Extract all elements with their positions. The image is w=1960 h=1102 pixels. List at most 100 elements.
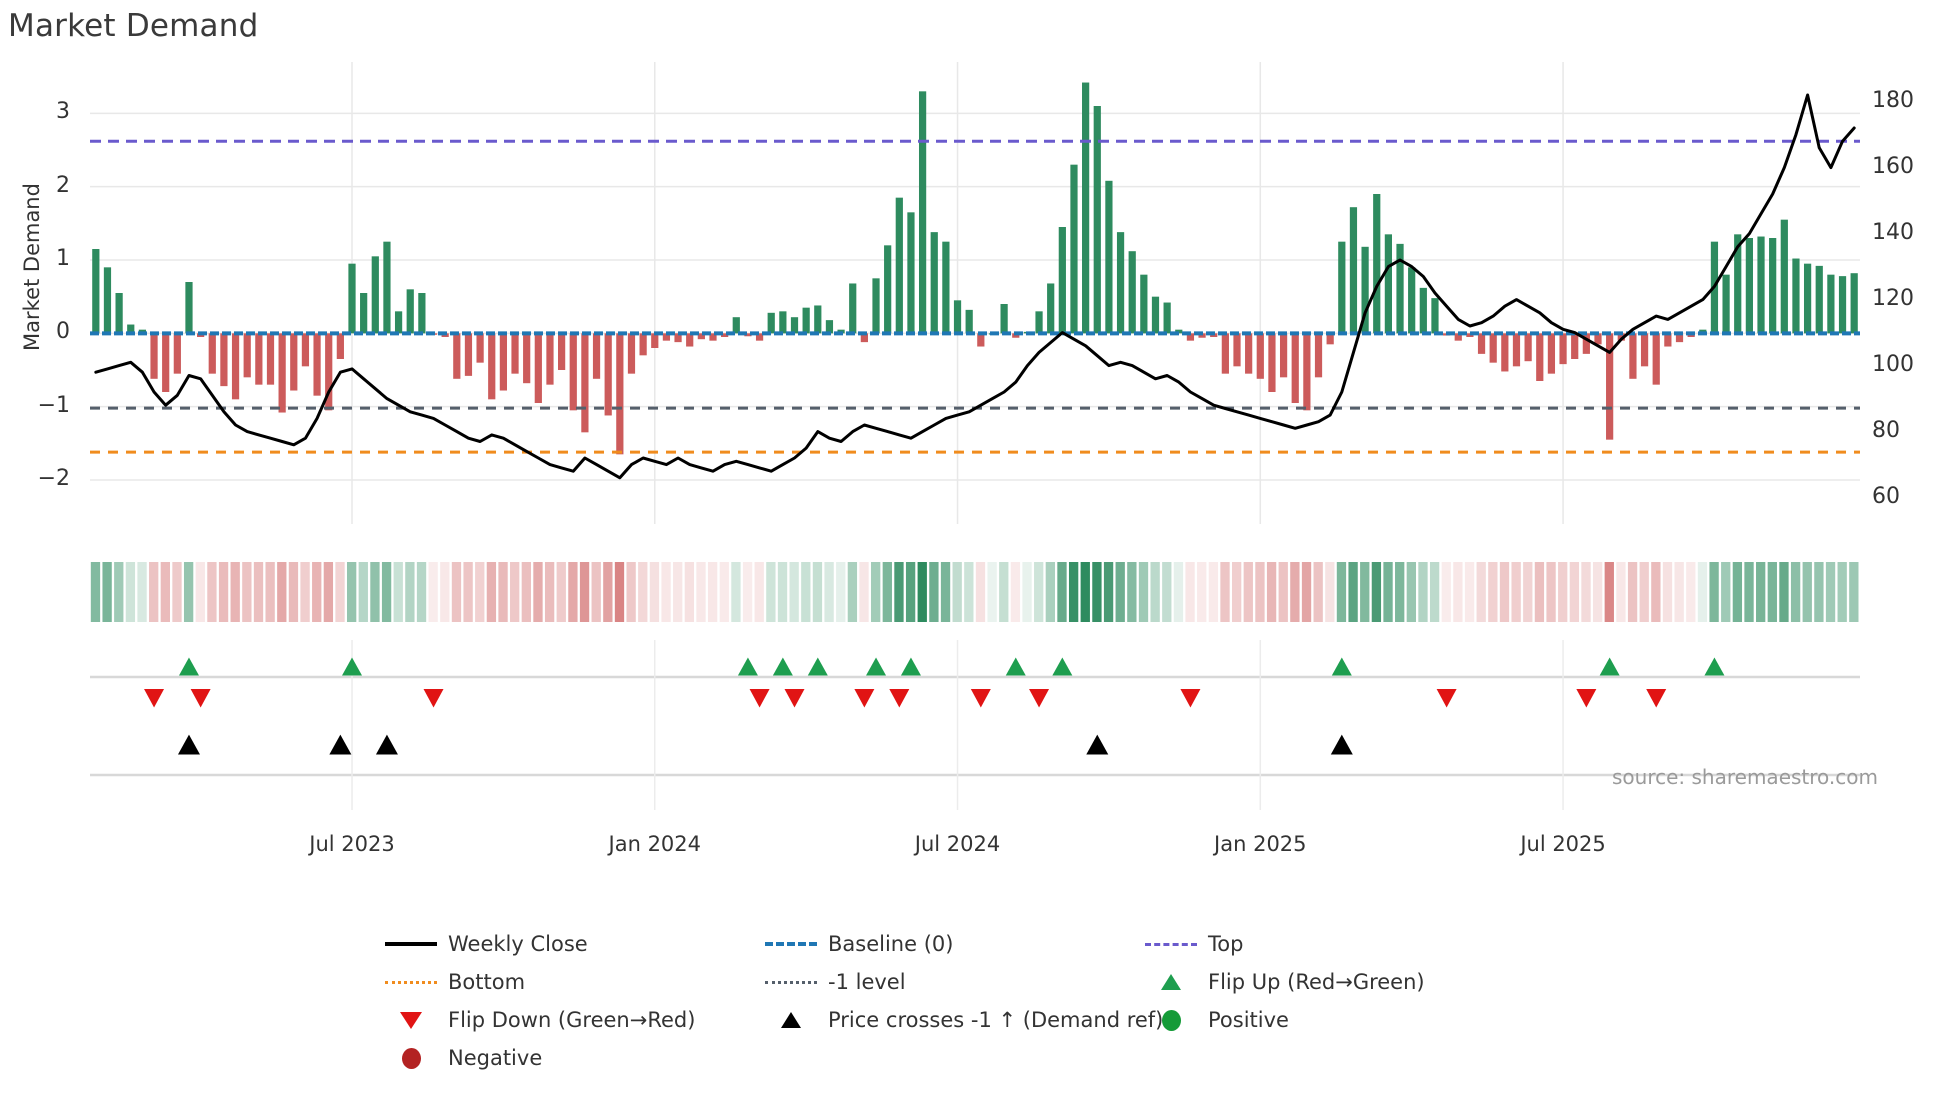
demand-bar <box>394 311 403 334</box>
legend-item[interactable]: Bottom <box>380 970 525 994</box>
strip-cell <box>591 562 601 622</box>
legend-item[interactable]: Baseline (0) <box>760 932 953 956</box>
demand-bar <box>1035 311 1043 334</box>
positive-dot-icon-wrap <box>1140 1009 1202 1031</box>
strip-cell <box>428 562 438 622</box>
legend-item[interactable]: Weekly Close <box>380 932 588 956</box>
strip-cell <box>847 562 858 622</box>
demand-bar <box>1268 333 1276 392</box>
strip-cell <box>1476 562 1486 622</box>
demand-bar <box>790 317 799 334</box>
strip-cell <box>1173 562 1184 622</box>
strip-cell <box>917 562 927 622</box>
strip-cell <box>265 562 275 622</box>
demand-bar <box>1571 333 1579 359</box>
strip-cell <box>801 562 811 622</box>
strip-cell <box>521 562 531 622</box>
demand-bar <box>662 333 671 341</box>
strip-cell <box>1208 562 1219 622</box>
legend-row: Negative <box>380 1039 1580 1077</box>
strip-cell <box>1010 562 1021 622</box>
demand-bar <box>942 241 950 334</box>
flip-up-marker <box>900 657 921 676</box>
negative-dot-icon <box>401 1047 421 1069</box>
strip-cell <box>1395 562 1405 622</box>
strip-cell <box>661 562 671 622</box>
strip-cell <box>416 562 427 622</box>
demand-bar <box>1815 265 1823 334</box>
flip-up-marker <box>866 657 887 676</box>
flip-up-marker <box>1052 657 1073 676</box>
flip-down-icon <box>400 1011 422 1029</box>
strip-cell <box>1057 562 1067 622</box>
legend-item[interactable]: -1 level <box>760 970 906 994</box>
demand-bar <box>1396 243 1404 334</box>
legend-item[interactable]: Top <box>1140 932 1243 956</box>
strip-cell <box>766 562 776 622</box>
demand-bar <box>977 333 985 347</box>
legend-item[interactable]: Positive <box>1140 1008 1289 1032</box>
legend-item-label: Weekly Close <box>448 932 588 956</box>
demand-bar <box>488 333 496 400</box>
strip-cell <box>1651 562 1661 622</box>
main-plot <box>90 62 1860 524</box>
strip-cell <box>626 562 636 622</box>
demand-bar <box>1291 333 1299 403</box>
demand-bar <box>1419 287 1427 334</box>
strip-cell <box>812 562 823 622</box>
demand-bar <box>1349 207 1358 334</box>
demand-bar <box>325 333 333 411</box>
demand-bar <box>1769 238 1777 334</box>
legend-row: Bottom -1 level Flip Up (Red→Green) <box>380 963 1580 1001</box>
strip-cell <box>90 562 101 622</box>
strip-cell <box>836 562 846 622</box>
strip-cell <box>824 562 834 622</box>
demand-bar <box>1128 251 1136 334</box>
demand-bar <box>616 333 624 455</box>
strip-cell <box>696 562 706 622</box>
legend-item[interactable]: Flip Down (Green→Red) <box>380 1008 695 1032</box>
demand-bar <box>592 333 601 379</box>
strip-cell <box>393 562 403 622</box>
legend-item[interactable]: Flip Up (Red→Green) <box>1140 970 1425 994</box>
legend-item[interactable]: Price crosses -1 ↑ (Demand ref) <box>760 1008 1163 1032</box>
demand-bar <box>930 232 938 334</box>
flip-down-marker <box>889 689 910 708</box>
demand-bar <box>1373 194 1381 334</box>
demand-bar <box>1606 333 1614 440</box>
legend-item-label: Price crosses -1 ↑ (Demand ref) <box>828 1008 1164 1032</box>
strip-cell <box>964 562 974 622</box>
strip-cell <box>1837 562 1847 622</box>
demand-intensity-strip <box>90 562 1859 622</box>
source-attribution: source: sharemaestro.com <box>1612 765 1878 789</box>
demand-bar <box>802 307 810 334</box>
demand-bar <box>1477 333 1486 354</box>
strip-cell <box>1744 562 1754 622</box>
legend-item[interactable]: Negative <box>380 1046 542 1070</box>
strip-cell <box>160 562 170 622</box>
demand-bar <box>849 283 857 334</box>
demand-bar <box>231 333 240 400</box>
demand-bar <box>1116 232 1125 334</box>
positive-dot-icon <box>1161 1009 1181 1031</box>
strip-cell <box>1348 562 1358 622</box>
baseline-line-icon <box>765 942 817 946</box>
demand-bar <box>150 333 158 379</box>
flip-down-marker <box>749 689 770 708</box>
demand-bar <box>558 333 566 370</box>
demand-bar <box>243 333 251 378</box>
y-tick-left: 3 <box>56 99 70 125</box>
demand-bar <box>1140 274 1148 334</box>
strip-cell <box>1162 562 1172 622</box>
demand-bar <box>1501 333 1509 372</box>
demand-bar <box>1524 333 1532 362</box>
demand-bar <box>92 249 100 334</box>
strip-cell <box>1103 562 1114 622</box>
strip-cell <box>1243 562 1253 622</box>
top-line-icon <box>1145 942 1197 946</box>
strip-cell <box>1115 562 1125 622</box>
demand-bar <box>1582 333 1590 354</box>
strip-cell <box>1301 562 1312 622</box>
minus-one-line-icon-wrap <box>760 980 822 984</box>
